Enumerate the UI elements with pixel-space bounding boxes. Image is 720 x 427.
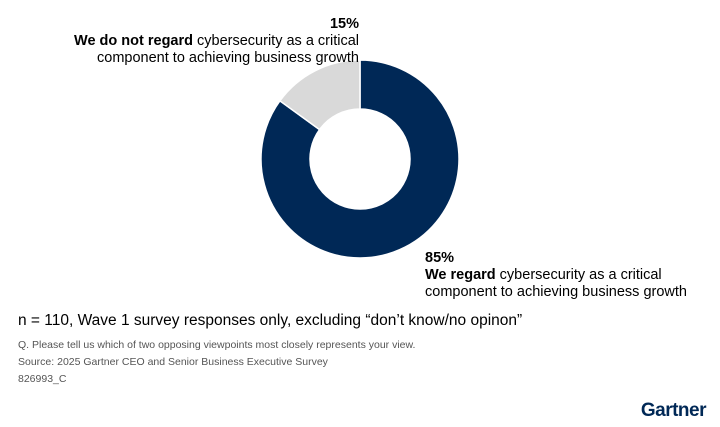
figure-id: 826993_C bbox=[18, 373, 67, 385]
donut-slice-0 bbox=[260, 59, 460, 259]
slice-percent: 85% bbox=[425, 250, 455, 266]
slice-label-regard: 85% We regard cybersecurity as a critica… bbox=[425, 250, 687, 301]
slice-label-not-regard: 15% We do not regard cybersecurity as a … bbox=[74, 16, 359, 67]
question-note: Q. Please tell us which of two opposing … bbox=[18, 339, 416, 351]
label-text: cybersecurity as a critical bbox=[495, 267, 662, 283]
label-text: cybersecurity as a critical bbox=[193, 33, 359, 49]
source-note: Source: 2025 Gartner CEO and Senior Busi… bbox=[18, 356, 328, 368]
slice-percent: 15% bbox=[329, 16, 359, 32]
sample-note: n = 110, Wave 1 survey responses only, e… bbox=[18, 312, 523, 329]
label-text-line2: component to achieving business growth bbox=[425, 284, 687, 300]
label-text-line2: component to achieving business growth bbox=[97, 50, 359, 66]
label-bold: We do not regard bbox=[74, 33, 193, 49]
gartner-logo: Gartner bbox=[640, 400, 707, 421]
label-bold: We regard bbox=[425, 267, 496, 283]
donut-slice-1 bbox=[278, 59, 361, 131]
